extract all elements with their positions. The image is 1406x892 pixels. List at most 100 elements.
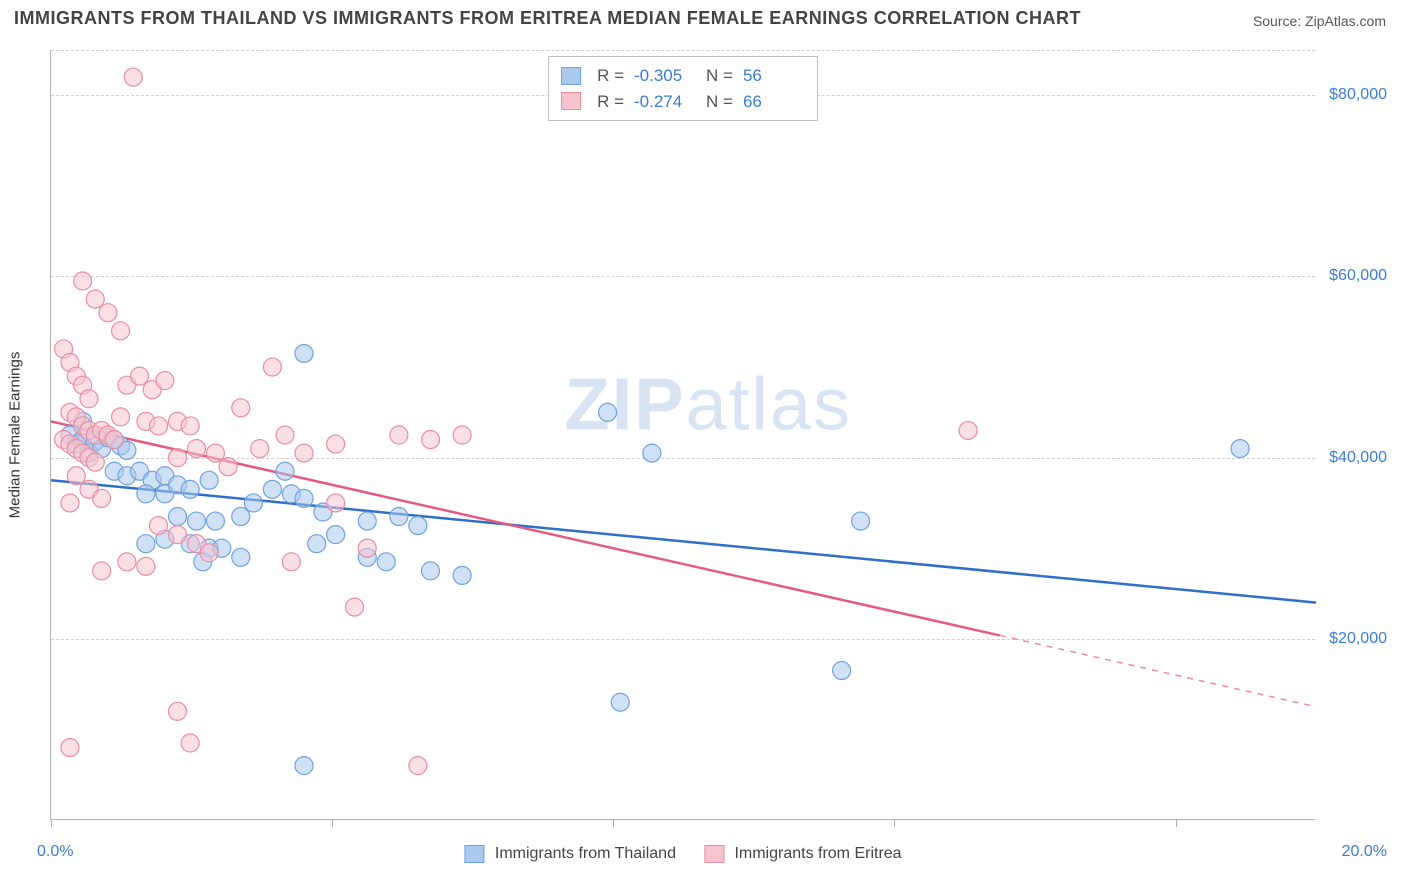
point-eritrea [118,553,136,571]
point-eritrea [124,68,142,86]
point-eritrea [137,557,155,575]
point-eritrea [327,435,345,453]
point-eritrea [131,367,149,385]
point-eritrea [169,702,187,720]
point-thailand [187,512,205,530]
point-thailand [295,757,313,775]
point-eritrea [105,431,123,449]
point-eritrea [181,734,199,752]
point-eritrea [61,494,79,512]
point-eritrea [422,431,440,449]
point-thailand [263,480,281,498]
x-tick [613,819,614,827]
plot-wrap: Median Female Earnings $20,000$40,000$60… [50,50,1390,820]
point-thailand [377,553,395,571]
r-label: R = [597,89,624,115]
point-eritrea [346,598,364,616]
point-thailand [276,462,294,480]
legend-label-thailand: Immigrants from Thailand [495,845,676,862]
point-eritrea [74,272,92,290]
point-thailand [295,489,313,507]
point-eritrea [282,553,300,571]
x-tick [1176,819,1177,827]
point-eritrea [959,421,977,439]
point-eritrea [93,562,111,580]
point-eritrea [390,426,408,444]
point-eritrea [99,304,117,322]
point-eritrea [409,757,427,775]
chart-title: IMMIGRANTS FROM THAILAND VS IMMIGRANTS F… [14,8,1081,29]
swatch-eritrea [561,92,581,110]
point-eritrea [93,489,111,507]
point-eritrea [150,517,168,535]
point-thailand [169,508,187,526]
point-eritrea [61,739,79,757]
y-tick-label: $80,000 [1319,86,1387,104]
point-thailand [599,403,617,421]
point-eritrea [169,449,187,467]
swatch-thailand [561,67,581,85]
point-thailand [206,512,224,530]
point-thailand [852,512,870,530]
series-legend: Immigrants from Thailand Immigrants from… [464,845,901,863]
title-bar: IMMIGRANTS FROM THAILAND VS IMMIGRANTS F… [0,0,1406,33]
legend-item-eritrea: Immigrants from Eritrea [704,845,902,863]
point-thailand [137,485,155,503]
swatch-thailand [464,845,484,863]
point-thailand [1231,440,1249,458]
r-value-eritrea: -0.274 [634,89,696,115]
point-thailand [833,662,851,680]
point-eritrea [86,453,104,471]
point-eritrea [86,290,104,308]
x-tick [332,819,333,827]
swatch-eritrea [704,845,724,863]
point-eritrea [181,417,199,435]
point-thailand [244,494,262,512]
point-eritrea [169,526,187,544]
point-eritrea [150,417,168,435]
r-value-thailand: -0.305 [634,63,696,89]
point-thailand [358,512,376,530]
r-label: R = [597,63,624,89]
source-label: Source: ZipAtlas.com [1253,13,1386,29]
n-value-eritrea: 66 [743,89,805,115]
point-eritrea [263,358,281,376]
point-eritrea [200,544,218,562]
point-thailand [327,526,345,544]
point-thailand [643,444,661,462]
point-eritrea [295,444,313,462]
x-axis-min-label: 0.0% [37,843,73,861]
y-tick-label: $60,000 [1319,267,1387,285]
point-eritrea [219,458,237,476]
point-eritrea [187,440,205,458]
legend-row-thailand: R = -0.305 N = 56 [561,63,805,89]
point-thailand [137,535,155,553]
y-tick-label: $40,000 [1319,449,1387,467]
point-eritrea [112,322,130,340]
point-thailand [181,480,199,498]
legend-row-eritrea: R = -0.274 N = 66 [561,89,805,115]
point-eritrea [156,372,174,390]
n-value-thailand: 56 [743,63,805,89]
point-thailand [200,471,218,489]
y-tick-label: $20,000 [1319,630,1387,648]
point-eritrea [358,539,376,557]
point-eritrea [206,444,224,462]
plot-area: Median Female Earnings $20,000$40,000$60… [50,50,1315,820]
point-thailand [453,566,471,584]
correlation-legend: R = -0.305 N = 56 R = -0.274 N = 66 [548,56,818,121]
point-eritrea [276,426,294,444]
point-thailand [409,517,427,535]
point-eritrea [112,408,130,426]
point-thailand [232,508,250,526]
point-thailand [308,535,326,553]
point-eritrea [327,494,345,512]
y-axis-label: Median Female Earnings [7,351,24,518]
point-thailand [232,548,250,566]
x-tick [51,819,52,827]
x-tick [894,819,895,827]
point-thailand [390,508,408,526]
x-axis-max-label: 20.0% [1342,843,1387,861]
point-eritrea [67,467,85,485]
legend-label-eritrea: Immigrants from Eritrea [734,845,901,862]
